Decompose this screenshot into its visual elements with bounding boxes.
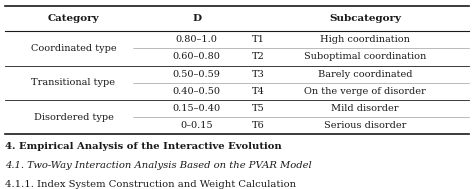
- Text: T6: T6: [252, 121, 264, 130]
- Text: 0.15–0.40: 0.15–0.40: [173, 104, 221, 113]
- Text: D: D: [192, 14, 201, 23]
- Text: 0.50–0.59: 0.50–0.59: [173, 70, 221, 79]
- Text: Serious disorder: Serious disorder: [324, 121, 406, 130]
- Text: 0.60–0.80: 0.60–0.80: [173, 52, 221, 61]
- Text: Coordinated type: Coordinated type: [31, 44, 116, 53]
- Text: Category: Category: [48, 14, 99, 23]
- Text: Suboptimal coordination: Suboptimal coordination: [304, 52, 426, 61]
- Text: 0.80–1.0: 0.80–1.0: [176, 35, 218, 44]
- Text: 4. Empirical Analysis of the Interactive Evolution: 4. Empirical Analysis of the Interactive…: [5, 142, 282, 151]
- Text: T4: T4: [252, 87, 265, 96]
- Text: T2: T2: [252, 52, 265, 61]
- Text: 0.40–0.50: 0.40–0.50: [173, 87, 221, 96]
- Text: T5: T5: [252, 104, 264, 113]
- Text: T1: T1: [252, 35, 265, 44]
- Text: On the verge of disorder: On the verge of disorder: [304, 87, 426, 96]
- Text: High coordination: High coordination: [320, 35, 410, 44]
- Text: Transitional type: Transitional type: [31, 78, 116, 87]
- Text: Disordered type: Disordered type: [34, 112, 113, 122]
- Text: 4.1. Two-Way Interaction Analysis Based on the PVAR Model: 4.1. Two-Way Interaction Analysis Based …: [5, 161, 311, 170]
- Text: Barely coordinated: Barely coordinated: [318, 70, 412, 79]
- Text: Subcategory: Subcategory: [329, 14, 401, 23]
- Text: 4.1.1. Index System Construction and Weight Calculation: 4.1.1. Index System Construction and Wei…: [5, 180, 296, 189]
- Text: 0–0.15: 0–0.15: [181, 121, 213, 130]
- Text: T3: T3: [252, 70, 265, 79]
- Text: Mild disorder: Mild disorder: [331, 104, 399, 113]
